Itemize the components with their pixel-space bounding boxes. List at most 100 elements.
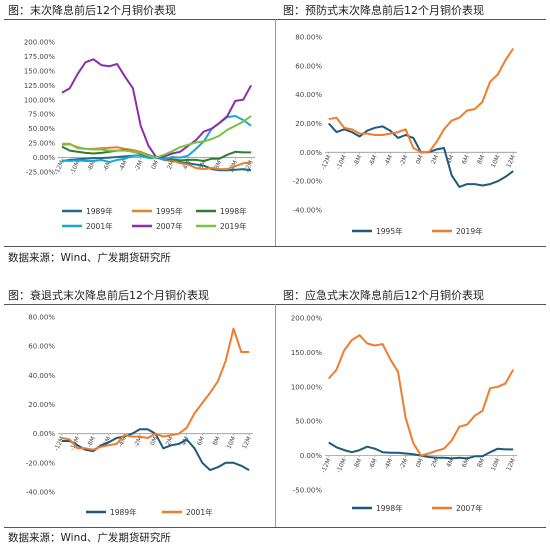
y-tick-label: 40.00%	[28, 372, 55, 380]
x-tick-label: 12M	[241, 436, 253, 451]
x-tick-label: 2M	[430, 457, 440, 468]
legend-label: 1989年	[86, 206, 113, 216]
y-tick-label: 0.00%	[300, 149, 323, 157]
x-tick-label: -2M	[133, 159, 144, 172]
x-tick-label: -2M	[133, 436, 144, 449]
legend-label: 2019年	[456, 226, 483, 236]
y-tick-label: 100.00%	[291, 383, 322, 391]
y-tick-label: 200.00%	[24, 39, 55, 47]
x-tick-label: 10M	[226, 436, 238, 451]
y-tick-label: 200.00%	[291, 315, 322, 323]
series-line-2007年	[328, 334, 515, 457]
x-tick-label: 8M	[476, 154, 486, 165]
series-line-2019年	[328, 47, 515, 154]
y-tick-label: -20.00%	[26, 459, 56, 467]
source-note-top: 数据来源：Wind、广发期货研究所	[8, 252, 171, 264]
x-tick-label: 0M	[415, 154, 425, 165]
series-line-2007年	[61, 58, 252, 159]
x-tick-label: 8M	[213, 159, 223, 170]
x-tick-label: -10M	[335, 457, 348, 474]
x-tick-label: -8M	[86, 436, 97, 449]
x-tick-label: -2M	[398, 154, 409, 167]
x-tick-label: -8M	[86, 159, 97, 172]
panel-divider-top	[275, 19, 276, 246]
y-tick-label: 0.00%	[300, 452, 323, 460]
y-tick-label: 75.00%	[28, 111, 55, 119]
x-tick-label: 6M	[461, 457, 471, 468]
x-tick-label: 12M	[505, 154, 517, 169]
chart-p2: -40.00% -20.00% 0.00% 20.00% 40.00% 60.00% 80.…	[293, 34, 517, 236]
rule-mid-a	[4, 246, 546, 247]
x-tick-label: 6M	[196, 436, 206, 447]
x-tick-label: -8M	[352, 457, 363, 470]
y-tick-label: 175.00%	[24, 53, 55, 61]
x-tick-label: 8M	[212, 436, 222, 447]
series-line-2001年	[61, 115, 252, 164]
x-tick-label: 6M	[461, 154, 471, 165]
y-tick-label: 50.00%	[28, 125, 55, 133]
y-tick-label: 80.00%	[295, 34, 322, 42]
y-tick-label: -20.00%	[293, 178, 323, 186]
y-tick-label: 25.00%	[28, 140, 55, 148]
y-tick-label: -50.00%	[293, 487, 323, 495]
y-tick-label: 60.00%	[28, 343, 55, 351]
y-tick-label: 100.00%	[24, 96, 55, 104]
y-tick-label: 125.00%	[24, 82, 55, 90]
legend-label: 2007年	[156, 221, 183, 231]
x-tick-label: -4M	[383, 457, 394, 470]
x-tick-label: -8M	[352, 154, 363, 167]
x-tick-label: 10M	[490, 457, 502, 472]
chart-title-bottom-right: 图：应急式末次降息前后12个月铜价表现	[283, 289, 484, 302]
chart-title-top-left: 图：末次降息前后12个月铜价表现	[8, 4, 176, 17]
x-tick-label: 2M	[166, 159, 176, 170]
x-tick-label: 0M	[415, 457, 425, 468]
legend-label: 2001年	[186, 507, 213, 517]
x-tick-label: -4M	[383, 154, 394, 167]
source-note-bottom: 数据来源：Wind、广发期货研究所	[8, 532, 171, 544]
x-tick-label: 12M	[505, 457, 517, 472]
x-tick-label: 12M	[243, 159, 255, 174]
chart-title-top-right: 图：预防式末次降息前后12个月铜价表现	[283, 4, 484, 17]
legend-label: 2001年	[86, 221, 113, 231]
y-tick-label: 150.00%	[24, 67, 55, 75]
legend-label: 1995年	[156, 206, 183, 216]
rule-bottom	[4, 527, 546, 528]
x-tick-label: 2M	[430, 154, 440, 165]
x-tick-label: -6M	[102, 159, 113, 172]
y-tick-label: 20.00%	[28, 401, 55, 409]
y-tick-label: 0.00%	[33, 154, 56, 162]
x-tick-label: 0M	[150, 159, 160, 170]
y-tick-label: -40.00%	[293, 207, 323, 215]
x-tick-label: 2M	[165, 436, 175, 447]
legend-label: 1998年	[376, 503, 403, 513]
y-tick-label: 20.00%	[295, 120, 322, 128]
legend-label: 1989年	[110, 507, 137, 517]
x-tick-label: 4M	[445, 457, 455, 468]
series-line-2019年	[61, 115, 252, 159]
y-tick-label: 0.00%	[33, 430, 56, 438]
x-tick-label: -4M	[117, 436, 128, 449]
chart-title-bottom-left: 图：衰退式末次降息前后12个月铜价表现	[8, 289, 209, 302]
y-tick-label: 150.00%	[291, 349, 322, 357]
x-tick-label: -4M	[118, 159, 129, 172]
legend-label: 2019年	[220, 221, 247, 231]
x-tick-label: -10M	[335, 154, 348, 171]
y-tick-label: 40.00%	[295, 91, 322, 99]
chart-p4: -50.00% 0.00% 50.00% 100.00% 150.00% 200.00% -…	[291, 315, 517, 513]
x-tick-label: -2M	[398, 457, 409, 470]
legend-label: 1995年	[376, 226, 403, 236]
x-tick-label: -6M	[368, 457, 379, 470]
legend-label: 1998年	[220, 206, 247, 216]
x-tick-label: 10M	[490, 154, 502, 169]
x-tick-label: -6M	[368, 154, 379, 167]
x-tick-label: 4M	[445, 154, 455, 165]
chart-p3: -40.00% -20.00% 0.00% 20.00% 40.00% 60.00% 80.…	[26, 314, 253, 517]
y-tick-label: 60.00%	[295, 62, 322, 70]
x-tick-label: 0M	[149, 436, 159, 447]
panel-divider-bottom	[275, 304, 276, 527]
x-tick-label: 8M	[476, 457, 486, 468]
y-tick-label: -25.00%	[26, 169, 56, 177]
y-tick-label: 50.00%	[295, 418, 322, 426]
y-tick-label: -40.00%	[26, 489, 56, 497]
